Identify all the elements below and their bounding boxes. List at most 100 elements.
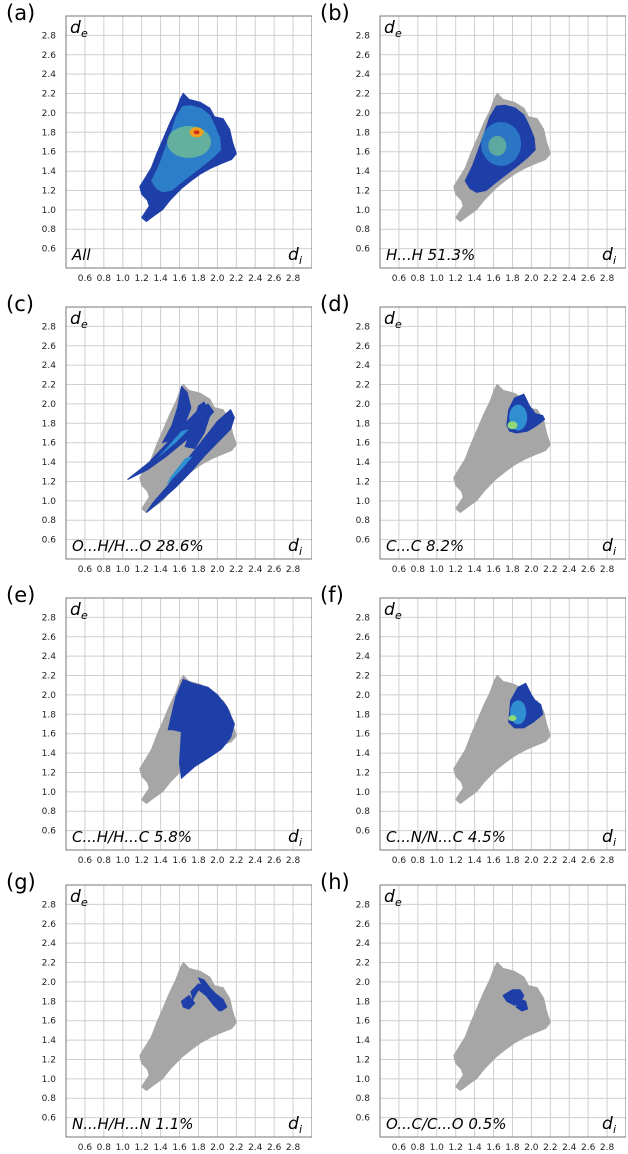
ch-region: [167, 678, 235, 780]
x-tick-label: 2.6: [267, 274, 282, 284]
y-tick-label: 1.8: [356, 128, 371, 138]
y-tick-label: 0.6: [42, 1114, 57, 1124]
x-tick-label: 1.6: [172, 565, 187, 575]
y-axis-label: d: [384, 887, 395, 907]
x-axis-label-subscript: i: [299, 836, 302, 849]
y-axis-label: d: [70, 18, 81, 38]
panel-label: (b): [320, 1, 350, 25]
y-tick-label: 1.4: [356, 167, 371, 177]
x-tick-label: 1.0: [116, 856, 131, 866]
y-tick-label: 1.4: [42, 167, 57, 177]
y-tick-label: 1.6: [42, 730, 57, 740]
y-tick-label: 1.4: [42, 1036, 57, 1046]
x-axis-label-subscript: i: [613, 1123, 616, 1136]
x-tick-label: 2.4: [248, 274, 263, 284]
y-tick-label: 2.8: [42, 900, 57, 910]
y-tick-label: 1.6: [356, 439, 371, 449]
plot-frame: [65, 884, 312, 1138]
y-tick-label: 1.6: [42, 1017, 57, 1027]
y-tick-label: 0.8: [356, 1094, 371, 1104]
x-tick-label: 2.2: [229, 856, 243, 866]
y-tick-label: 1.2: [356, 477, 370, 487]
y-tick-label: 2.2: [356, 90, 370, 100]
fingerprint-panel-b: 0.6 0.8 1.0 1.2 1.4 1.6 1.8 2.0 2.2 2.4 2.6 2.8 0.6 0…: [320, 1, 626, 284]
x-tick-label: 0.6: [392, 274, 407, 284]
x-tick-label: 1.0: [116, 565, 131, 575]
plot-frame: [379, 15, 626, 269]
y-tick-label: 1.2: [356, 1055, 370, 1065]
x-tick-label: 0.8: [411, 565, 426, 575]
y-tick-label: 2.4: [42, 70, 57, 80]
x-axis-label: d: [288, 245, 299, 265]
y-tick-label: 2.6: [356, 920, 371, 930]
y-axis-label: d: [70, 309, 81, 329]
y-tick-label: 2.6: [356, 633, 371, 643]
contact-region-cn: [508, 682, 544, 729]
y-axis-label-subscript: e: [81, 318, 88, 331]
fingerprint-panel-c: 0.6 0.8 1.0 1.2 1.4 1.6 1.8 2.0 2.2 2.4 2.6 2.8 0.6 0…: [6, 292, 312, 575]
y-tick-label: 1.8: [356, 710, 371, 720]
x-tick-label: 1.6: [486, 274, 501, 284]
contact-annotation: O...C/C...O 0.5%: [386, 1115, 507, 1133]
oh-spike-4: [184, 401, 211, 450]
x-tick-label: 1.6: [486, 1143, 501, 1153]
x-tick-label: 1.6: [172, 1143, 187, 1153]
x-tick-label: 1.6: [172, 856, 187, 866]
y-axis-label: d: [70, 887, 81, 907]
density-region-high: [167, 126, 211, 158]
y-tick-label: 1.0: [356, 788, 371, 798]
y-tick-label: 1.2: [42, 768, 56, 778]
x-tick-label: 2.2: [543, 1143, 557, 1153]
y-axis-label-subscript: e: [395, 27, 402, 40]
y-tick-label: 2.8: [42, 613, 57, 623]
panel-label: (e): [6, 583, 35, 607]
panel-label: (h): [320, 870, 350, 894]
y-tick-label: 2.0: [42, 978, 57, 988]
x-tick-label: 2.2: [543, 565, 557, 575]
y-tick-label: 1.0: [356, 497, 371, 507]
oh-spike-2: [145, 408, 235, 513]
panel-label: (d): [320, 292, 350, 316]
x-axis-label: d: [602, 245, 613, 265]
x-tick-label: 2.2: [229, 565, 243, 575]
x-tick-label: 1.8: [191, 1143, 206, 1153]
nh-wing-3: [180, 994, 196, 1010]
y-tick-label: 1.4: [356, 1036, 371, 1046]
panel-label: (f): [320, 583, 344, 607]
plot-frame: [379, 306, 626, 560]
oh-density-mid: [156, 429, 189, 459]
x-axis-label-subscript: i: [299, 254, 302, 267]
y-tick-label: 1.2: [42, 186, 56, 196]
x-tick-label: 1.4: [153, 1143, 168, 1153]
x-tick-label: 1.2: [135, 565, 149, 575]
y-tick-label: 1.0: [42, 206, 57, 216]
y-tick-label: 2.6: [42, 633, 57, 643]
x-tick-label: 1.4: [467, 565, 482, 575]
contact-region-all: [139, 92, 237, 223]
y-tick-label: 2.2: [42, 90, 56, 100]
x-tick-label: 2.0: [524, 856, 539, 866]
y-axis-label-subscript: e: [395, 318, 402, 331]
fingerprint-panel-f: 0.6 0.8 1.0 1.2 1.4 1.6 1.8 2.0 2.2 2.4 2.6 2.8 0.6 0…: [320, 583, 626, 866]
cn-density-high: [508, 715, 517, 722]
x-axis-label-subscript: i: [299, 545, 302, 558]
x-tick-label: 2.6: [267, 565, 282, 575]
y-tick-label: 1.6: [42, 148, 57, 158]
x-tick-label: 2.6: [581, 274, 596, 284]
x-tick-label: 2.4: [562, 1143, 577, 1153]
y-tick-label: 2.0: [42, 400, 57, 410]
y-tick-label: 2.6: [356, 51, 371, 61]
contact-annotation: C...N/N...C 4.5%: [386, 828, 506, 846]
oh-spike-1: [127, 403, 215, 480]
x-tick-label: 1.8: [191, 856, 206, 866]
x-tick-label: 2.0: [210, 565, 225, 575]
x-tick-label: 1.0: [430, 856, 445, 866]
x-tick-label: 1.2: [449, 856, 463, 866]
panel-label: (a): [6, 1, 35, 25]
x-axis-label: d: [602, 536, 613, 556]
x-tick-label: 1.4: [153, 565, 168, 575]
y-tick-label: 2.2: [42, 381, 56, 391]
x-tick-label: 0.6: [78, 856, 93, 866]
y-tick-label: 0.8: [42, 1094, 57, 1104]
